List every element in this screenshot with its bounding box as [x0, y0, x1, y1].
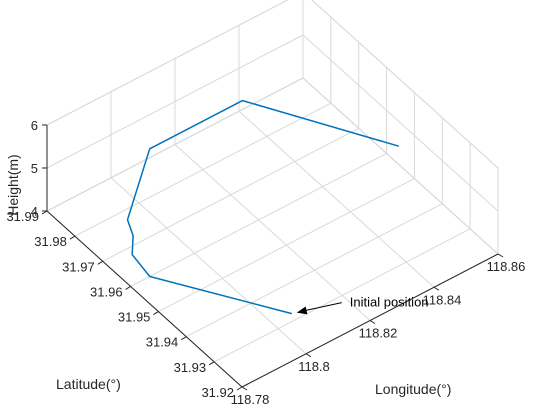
x-tick-label: 118.84	[423, 292, 462, 307]
gridline-y-floor	[158, 178, 415, 313]
gridline-y-floor	[130, 152, 387, 287]
gridline-z-wall-longitude	[302, 77, 499, 255]
y-tick-label: 31.92	[201, 385, 234, 400]
y-tick	[153, 311, 159, 316]
gridline-x-floor	[238, 110, 435, 288]
x-tick-label: 118.78	[231, 392, 270, 407]
annotation-layer: Initial position	[296, 295, 429, 315]
gridline-x-floor	[174, 144, 371, 321]
x-tick	[305, 353, 312, 358]
y-tick	[97, 260, 103, 265]
y-tick	[125, 285, 131, 290]
gridline-z-wall-latitude	[46, 0, 289, 126]
y-axis-label: Latitude(°)	[56, 376, 121, 392]
z-tick-label: 6	[31, 118, 38, 133]
x-tick-label: 118.82	[359, 326, 398, 341]
gridline-z-wall-longitude	[311, 0, 499, 169]
x-tick	[433, 286, 440, 291]
y-tick-label: 31.93	[174, 360, 207, 375]
annotation-arrow-head	[296, 306, 308, 315]
gridline-z-wall-latitude	[46, 34, 304, 169]
gridline-z-wall-latitude	[46, 77, 304, 212]
series-layer	[126, 99, 400, 315]
annotation-arrow-line	[304, 302, 342, 312]
z-axis-label: Height(m)	[5, 154, 21, 215]
y-tick	[181, 336, 187, 341]
y-tick-label: 31.99	[6, 209, 39, 224]
y-tick-label: 31.94	[146, 335, 179, 350]
gridline-x-floor	[110, 177, 307, 355]
gridline-y-floor	[102, 127, 359, 262]
x-tick-label: 118.86	[487, 259, 526, 274]
y-tick-label: 31.98	[34, 234, 67, 249]
gridline-y-floor	[213, 228, 471, 363]
ticks-layer: 118.78 118.8 118.82 118.84 118.86 31.92 31.93 3…	[6, 118, 525, 407]
x-tick-label: 118.8	[298, 359, 330, 374]
y-tick-label: 31.96	[90, 284, 123, 299]
x-axis-label: Longitude(°)	[375, 381, 451, 397]
grid-layer	[46, 0, 499, 388]
x-tick	[241, 386, 248, 391]
z-tick-label: 5	[31, 161, 38, 176]
y-tick	[69, 235, 76, 240]
y-tick-label: 31.95	[118, 310, 151, 325]
z-tick-label: 4	[31, 204, 38, 219]
annotation-text: Initial position	[350, 295, 429, 310]
gridline-y-floor	[186, 203, 443, 338]
y-tick	[236, 386, 243, 391]
x-tick	[369, 320, 376, 324]
y-tick-label: 31.97	[62, 259, 95, 274]
gridline-z-wall-longitude	[302, 34, 499, 212]
y-axis-line	[46, 210, 243, 388]
y-tick	[208, 361, 215, 366]
x-tick	[497, 253, 504, 258]
trajectory-line-0	[126, 99, 400, 315]
gridline-y-floor	[74, 102, 332, 237]
axes-layer	[46, 125, 499, 388]
